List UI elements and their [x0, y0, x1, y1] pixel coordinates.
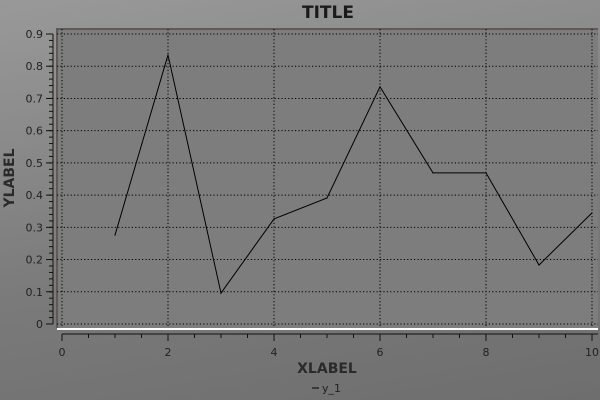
data-point: [220, 292, 222, 294]
y-axis-label: YLABEL: [2, 148, 18, 208]
series-layer: [114, 54, 593, 295]
y-axis: 0 0.1 0.2 0.3 0.4 0.5 0.6 0.7 0.8 0.9: [26, 28, 54, 331]
y-tick-label: 0.3: [26, 221, 44, 234]
x-tick-label: 10: [585, 346, 599, 359]
data-point: [167, 54, 169, 56]
plot-area: [57, 28, 598, 328]
x-tick-label: 6: [377, 346, 384, 359]
data-point: [538, 264, 540, 266]
x-tick-label: 2: [165, 346, 172, 359]
x-axis-label: XLABEL: [297, 361, 357, 377]
x-tick-label: 8: [483, 346, 490, 359]
data-point: [485, 172, 487, 174]
y-tick-label: 0.6: [26, 125, 44, 138]
data-point: [114, 234, 116, 236]
legend-label-y_1: y_1: [322, 382, 341, 395]
data-point: [326, 197, 328, 199]
y-tick-label: 0.5: [26, 157, 44, 170]
y-tick-label: 0.1: [26, 286, 44, 299]
x-tick-label: 4: [271, 346, 278, 359]
y-tick-label: 0.2: [26, 254, 44, 267]
y-tick-label: 0.8: [26, 60, 44, 73]
data-point: [432, 172, 434, 174]
data-point: [591, 212, 593, 214]
y-tick-label: 0.4: [26, 189, 44, 202]
data-point: [273, 218, 275, 220]
grid: [57, 29, 598, 328]
series-line-y_1: [114, 54, 593, 295]
legend: y_1: [312, 382, 341, 395]
y-tick-label: 0.7: [26, 92, 44, 105]
x-axis: 0 2 4 6 8 10: [59, 333, 599, 359]
x-tick-label: 0: [59, 346, 66, 359]
data-point: [379, 86, 381, 88]
chart-title: TITLE: [302, 3, 354, 23]
y-tick-label: 0: [36, 318, 43, 331]
y-tick-label: 0.9: [26, 28, 44, 41]
